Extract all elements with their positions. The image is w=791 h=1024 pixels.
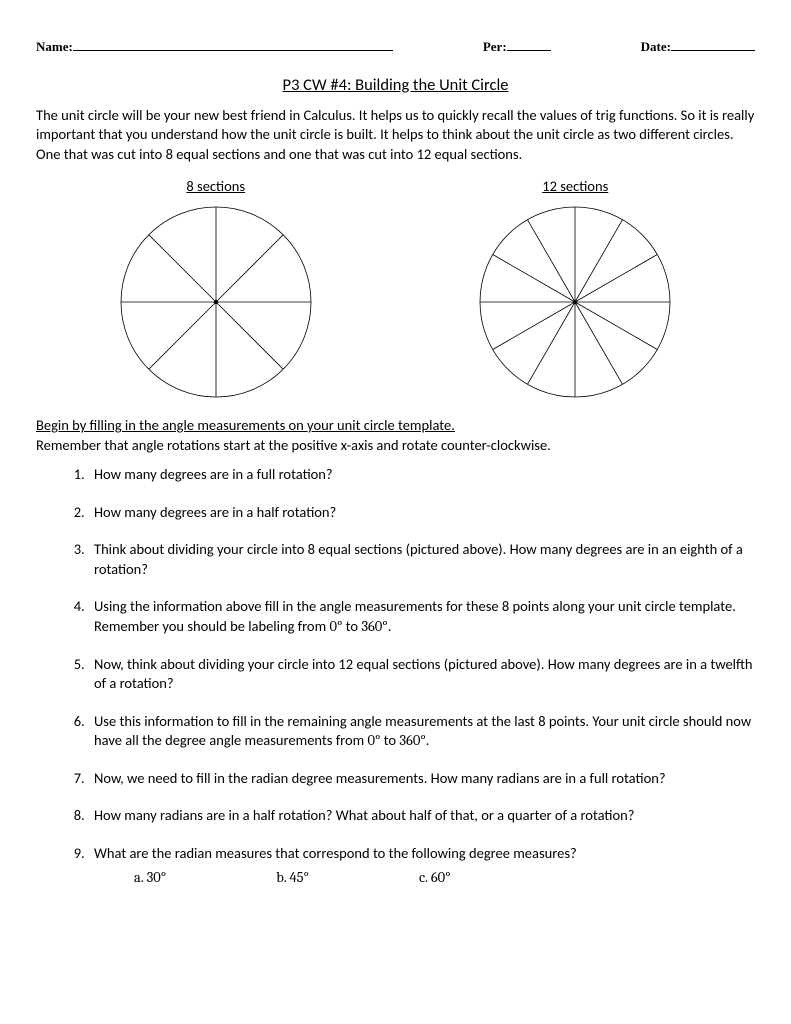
- date-label: Date:: [641, 38, 671, 56]
- name-field: Name:: [36, 38, 393, 56]
- q9-options: a. 30° b. 45° c. 60°: [94, 868, 755, 888]
- circle-8-block: 8 sections: [116, 177, 316, 403]
- q6-text-c: .: [426, 731, 430, 749]
- question-5: Now, think about dividing your circle in…: [88, 655, 755, 694]
- circle-8-svg: [116, 202, 316, 402]
- question-3: Think about dividing your circle into 8 …: [88, 540, 755, 579]
- intro-text: The unit circle will be your new best fr…: [36, 106, 755, 165]
- question-2: How many degrees are in a half rotation?: [88, 503, 755, 523]
- q9-opt-c: c. 60°: [419, 868, 451, 888]
- question-9: What are the radian measures that corres…: [88, 844, 755, 887]
- question-7: Now, we need to fill in the radian degre…: [88, 769, 755, 789]
- worksheet-title: P3 CW #4: Building the Unit Circle: [36, 74, 755, 96]
- name-blank[interactable]: [73, 39, 393, 51]
- per-blank[interactable]: [507, 39, 551, 51]
- q6-math-2: 360°: [399, 732, 425, 749]
- per-field: Per:: [483, 38, 551, 56]
- q4-math-2: 360°: [361, 618, 387, 635]
- q9-text: What are the radian measures that corres…: [94, 844, 577, 862]
- q4-text-c: .: [388, 617, 392, 635]
- circles-row: 8 sections 12 sections: [36, 177, 755, 403]
- q6-text-b: to: [380, 731, 399, 749]
- name-label: Name:: [36, 38, 73, 56]
- circle-8-label: 8 sections: [116, 177, 316, 197]
- question-8: How many radians are in a half rotation?…: [88, 806, 755, 826]
- date-field: Date:: [641, 38, 755, 56]
- per-label: Per:: [483, 38, 507, 56]
- q4-math-1: 0°: [329, 618, 342, 635]
- instructions-line2: Remember that angle rotations start at t…: [36, 436, 551, 454]
- date-blank[interactable]: [671, 39, 755, 51]
- q9-opt-b: b. 45°: [276, 868, 309, 888]
- circle-12-label: 12 sections: [475, 177, 675, 197]
- questions-list: How many degrees are in a full rotation?…: [36, 465, 755, 887]
- worksheet-header: Name: Per: Date:: [36, 38, 755, 56]
- q4-text-a: Using the information above fill in the …: [94, 597, 736, 635]
- q6-math-1: 0°: [367, 732, 380, 749]
- instructions-block: Begin by filling in the angle measuremen…: [36, 416, 755, 455]
- question-1: How many degrees are in a full rotation?: [88, 465, 755, 485]
- instructions-line1: Begin by filling in the angle measuremen…: [36, 416, 455, 434]
- question-4: Using the information above fill in the …: [88, 597, 755, 636]
- circle-12-svg: [475, 202, 675, 402]
- circle-12-block: 12 sections: [475, 177, 675, 403]
- q4-text-b: to: [342, 617, 361, 635]
- question-6: Use this information to fill in the rema…: [88, 712, 755, 751]
- q9-opt-a: a. 30°: [134, 868, 166, 888]
